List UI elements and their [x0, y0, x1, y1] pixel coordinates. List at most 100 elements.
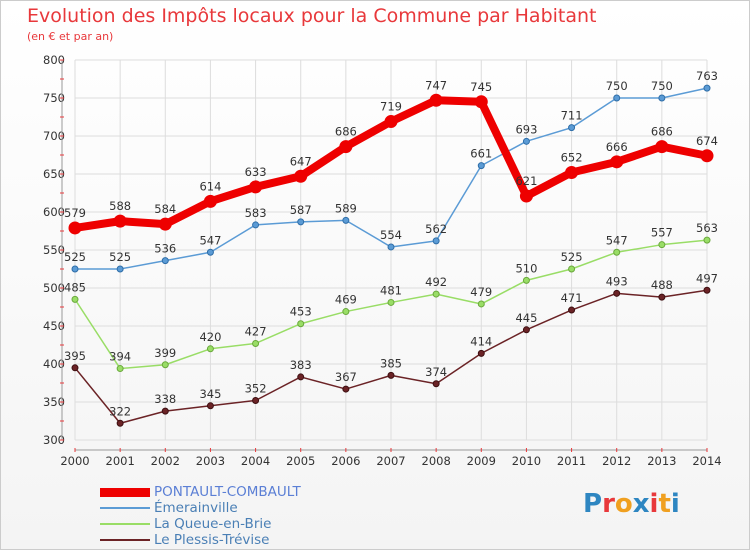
legend-label: La Queue-en-Brie — [154, 516, 272, 532]
series-1 — [71, 84, 711, 273]
data-label: 547 — [199, 233, 221, 247]
data-label: 686 — [335, 125, 357, 139]
data-point — [294, 169, 308, 183]
data-label: 345 — [199, 387, 221, 401]
data-label: 711 — [561, 109, 583, 123]
logo-letter: i — [670, 489, 680, 519]
data-label: 374 — [425, 365, 447, 379]
data-point — [613, 94, 621, 102]
y-tick-label: 500 — [43, 281, 65, 295]
legend-label: PONTAULT-COMBAULT — [154, 484, 301, 500]
data-point — [387, 371, 395, 379]
data-point — [700, 149, 714, 163]
data-label: 497 — [696, 271, 718, 285]
data-point — [252, 221, 260, 229]
data-point — [206, 248, 214, 256]
data-point — [384, 115, 398, 129]
proxiti-logo: Proxiti — [583, 489, 680, 519]
data-label: 686 — [651, 125, 673, 139]
data-point — [474, 95, 488, 109]
data-point — [249, 180, 263, 194]
data-label: 589 — [335, 201, 357, 215]
data-label: 338 — [154, 392, 176, 406]
legend-item: Émerainville — [100, 500, 400, 516]
data-label: 536 — [154, 242, 176, 256]
logo-letter: r — [602, 489, 615, 519]
x-tick-label: 2013 — [647, 454, 676, 468]
data-point — [568, 124, 576, 132]
data-point — [206, 345, 214, 353]
logo-letter: x — [632, 489, 650, 519]
data-label: 562 — [425, 222, 447, 236]
data-point — [206, 402, 214, 410]
data-point — [703, 236, 711, 244]
data-label: 554 — [380, 228, 402, 242]
x-tick-label: 2009 — [467, 454, 496, 468]
data-point — [387, 298, 395, 306]
data-label: 367 — [335, 370, 357, 384]
data-label: 525 — [109, 250, 131, 264]
data-point — [68, 221, 82, 235]
data-point — [432, 290, 440, 298]
data-point — [522, 276, 530, 284]
data-point — [297, 320, 305, 328]
data-point — [297, 373, 305, 381]
data-label: 563 — [696, 221, 718, 235]
x-tick-label: 2002 — [151, 454, 180, 468]
data-point — [519, 189, 533, 203]
legend-item: PONTAULT-COMBAULT — [100, 484, 400, 500]
data-point — [342, 216, 350, 224]
logo-letter: i — [649, 489, 659, 519]
data-point — [610, 155, 624, 169]
data-label: 385 — [380, 356, 402, 370]
x-tick-label: 2003 — [196, 454, 225, 468]
logo-letter: o — [614, 489, 633, 519]
data-label: 588 — [109, 199, 131, 213]
data-label: 750 — [651, 79, 673, 93]
data-label: 525 — [561, 250, 583, 264]
series-3 — [71, 286, 711, 427]
data-point — [655, 140, 669, 154]
y-tick-label: 350 — [43, 395, 65, 409]
data-labels-layer: 579 588 584 614 633 647 686 719 747 745 621 652 666 6… — [64, 69, 718, 418]
data-point — [297, 218, 305, 226]
data-label: 445 — [515, 311, 537, 325]
y-tick-label: 450 — [43, 319, 65, 333]
data-point — [342, 308, 350, 316]
legend-item: La Queue-en-Brie — [100, 516, 400, 532]
data-point — [161, 407, 169, 415]
y-tick-label: 700 — [43, 129, 65, 143]
x-tick-label: 2005 — [286, 454, 315, 468]
legend-swatch — [100, 487, 150, 497]
logo-letter: t — [658, 489, 671, 519]
data-point — [342, 385, 350, 393]
data-label: 414 — [470, 334, 492, 348]
data-point — [116, 365, 124, 373]
data-label: 469 — [335, 293, 357, 307]
data-label: 453 — [290, 305, 312, 319]
y-tick-label: 600 — [43, 205, 65, 219]
data-label: 750 — [606, 79, 628, 93]
data-label: 661 — [470, 147, 492, 161]
data-label: 547 — [606, 233, 628, 247]
y-tick-label: 650 — [43, 167, 65, 181]
data-label: 621 — [515, 174, 537, 188]
data-point — [252, 339, 260, 347]
series-2 — [71, 236, 711, 373]
data-point — [522, 326, 530, 334]
x-tick-label: 2008 — [422, 454, 451, 468]
x-tick-label: 2007 — [376, 454, 405, 468]
data-label: 492 — [425, 275, 447, 289]
y-tick-label: 750 — [43, 91, 65, 105]
data-point — [71, 364, 79, 372]
data-point — [158, 217, 172, 231]
data-label: 488 — [651, 278, 673, 292]
data-label: 481 — [380, 283, 402, 297]
x-tick-label: 2012 — [602, 454, 631, 468]
y-tick-label: 550 — [43, 243, 65, 257]
data-point — [116, 419, 124, 427]
data-point — [432, 380, 440, 388]
logo-letter: P — [583, 489, 603, 519]
x-tick-label: 2006 — [331, 454, 360, 468]
